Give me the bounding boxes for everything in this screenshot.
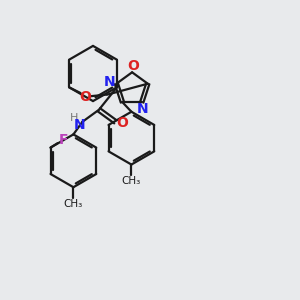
Text: N: N: [104, 75, 116, 89]
Text: H: H: [70, 113, 78, 123]
Text: O: O: [127, 59, 139, 73]
Text: CH₃: CH₃: [64, 199, 83, 209]
Text: N: N: [136, 102, 148, 116]
Text: O: O: [80, 90, 92, 104]
Text: N: N: [74, 118, 86, 132]
Text: O: O: [116, 116, 128, 130]
Text: CH₃: CH₃: [122, 176, 141, 186]
Text: F: F: [58, 133, 68, 147]
